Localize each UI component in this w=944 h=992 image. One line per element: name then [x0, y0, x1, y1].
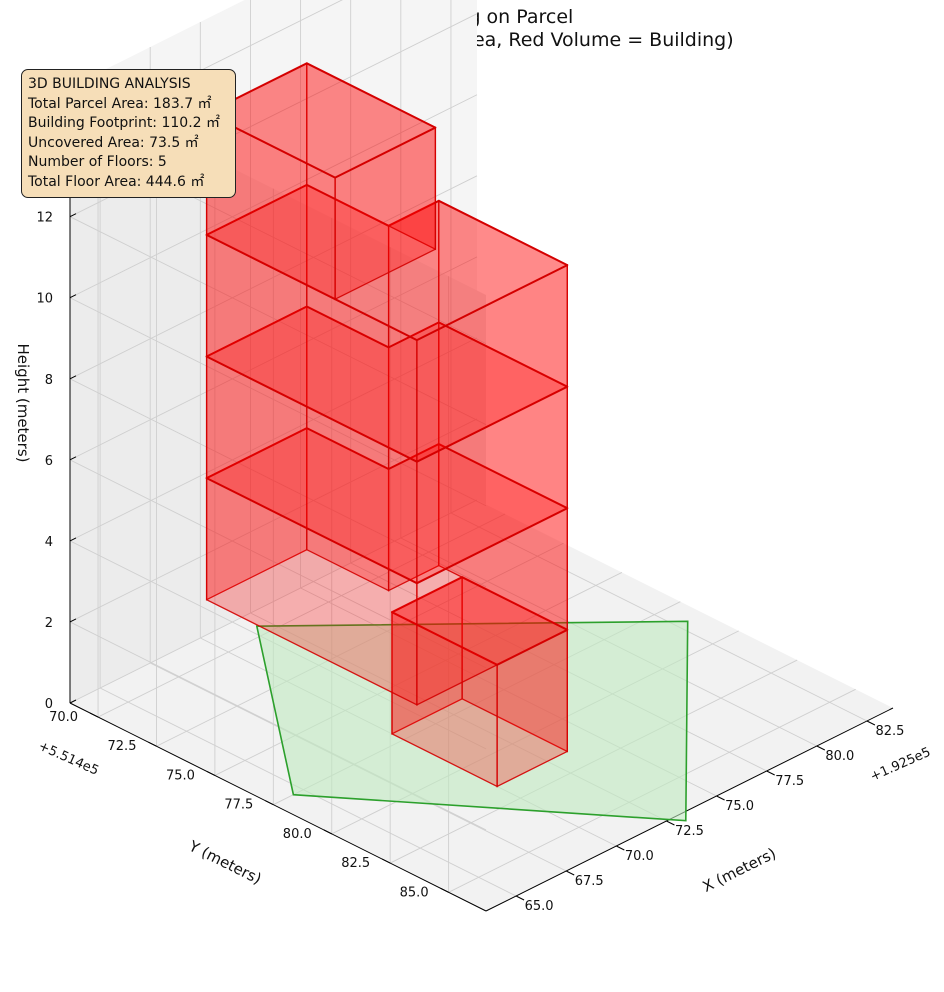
z-tick-mark [69, 618, 77, 623]
y-tick-label: 77.5 [224, 798, 253, 813]
x-tick-mark [766, 770, 775, 776]
x-tick-label: 65.0 [525, 899, 554, 914]
y-tick-label: 82.5 [341, 856, 370, 871]
info-line-parcel-area: Total Parcel Area: 183.7 ㎡ [28, 95, 212, 112]
y-tick-label: 72.5 [108, 739, 137, 754]
info-line-heading: 3D BUILDING ANALYSIS [28, 76, 191, 92]
x-tick-label: 70.0 [625, 849, 654, 864]
x-axis-line [485, 707, 894, 912]
z-tick-label: 2 [45, 616, 53, 631]
info-line-floors: Number of Floors: 5 [28, 154, 167, 170]
x-axis-label: X (meters) [700, 844, 779, 896]
y-offset-label: +5.514e5 [36, 739, 101, 779]
x-tick-label: 77.5 [775, 774, 804, 789]
z-tick-label: 8 [45, 373, 53, 388]
x-tick-label: 82.5 [875, 724, 904, 739]
grid-y-floor [97, 513, 506, 718]
y-axis-line [69, 702, 487, 912]
z-tick-label: 0 [45, 697, 53, 712]
y-tick-label: 80.0 [283, 827, 312, 842]
y-tick-mark [323, 829, 332, 835]
z-tick-mark [69, 213, 77, 218]
info-line-footprint: Building Footprint: 110.2 ㎡ [28, 115, 221, 131]
building-roof-floor-5 [205, 62, 437, 179]
x-tick-label: 80.0 [825, 749, 854, 764]
y-tick-label: 75.0 [166, 768, 195, 783]
info-line-uncovered-area: Uncovered Area: 73.5 ㎡ [28, 134, 199, 151]
y-tick-mark [148, 741, 157, 747]
grid-z-back [69, 418, 478, 623]
x-tick-mark [716, 795, 725, 801]
grid-z-back [69, 175, 478, 380]
analysis-info-box: 3D BUILDING ANALYSIS Total Parcel Area: … [21, 69, 236, 198]
parcel-platform [255, 620, 689, 822]
z-axis-label: Height (meters) [14, 344, 32, 463]
x-tick-mark [515, 895, 525, 901]
z-tick-label: 12 [36, 211, 53, 226]
z-tick-label: 6 [45, 454, 53, 469]
y-tick-mark [89, 712, 99, 718]
x-tick-mark [616, 845, 625, 851]
scene [205, 62, 689, 822]
info-line-total-floor-area: Total Floor Area: 444.6 ㎡ [28, 173, 205, 190]
x-offset-label: +1.925e5 [868, 745, 933, 785]
grid-z-back [69, 499, 478, 704]
z-tick-mark [69, 294, 77, 299]
z-tick-mark [69, 537, 77, 542]
z-tick-mark [69, 375, 77, 380]
y-tick-mark [206, 771, 216, 776]
grid-z-back [69, 94, 478, 299]
x-tick-label: 72.5 [675, 824, 704, 839]
z-tick-mark [69, 699, 77, 704]
x-tick-mark [666, 820, 675, 826]
z-tick-label: 10 [36, 292, 53, 307]
y-tick-mark [381, 858, 391, 864]
y-tick-mark [265, 800, 274, 806]
grid-z-back [69, 256, 478, 461]
x-tick-label: 75.0 [725, 799, 754, 814]
x-tick-label: 67.5 [575, 874, 604, 889]
z-tick-mark [69, 456, 77, 461]
y-tick-mark [440, 887, 449, 893]
z-tick-label: 4 [45, 535, 53, 550]
grid-x-floor [450, 512, 868, 722]
x-tick-mark [816, 745, 826, 751]
x-tick-mark [565, 870, 575, 876]
y-axis-label: Y (meters) [185, 836, 264, 888]
x-tick-mark [866, 720, 876, 726]
grid-z-back [69, 337, 478, 542]
y-tick-label: 85.0 [400, 885, 429, 900]
y-tick-label: 70.0 [49, 710, 78, 725]
